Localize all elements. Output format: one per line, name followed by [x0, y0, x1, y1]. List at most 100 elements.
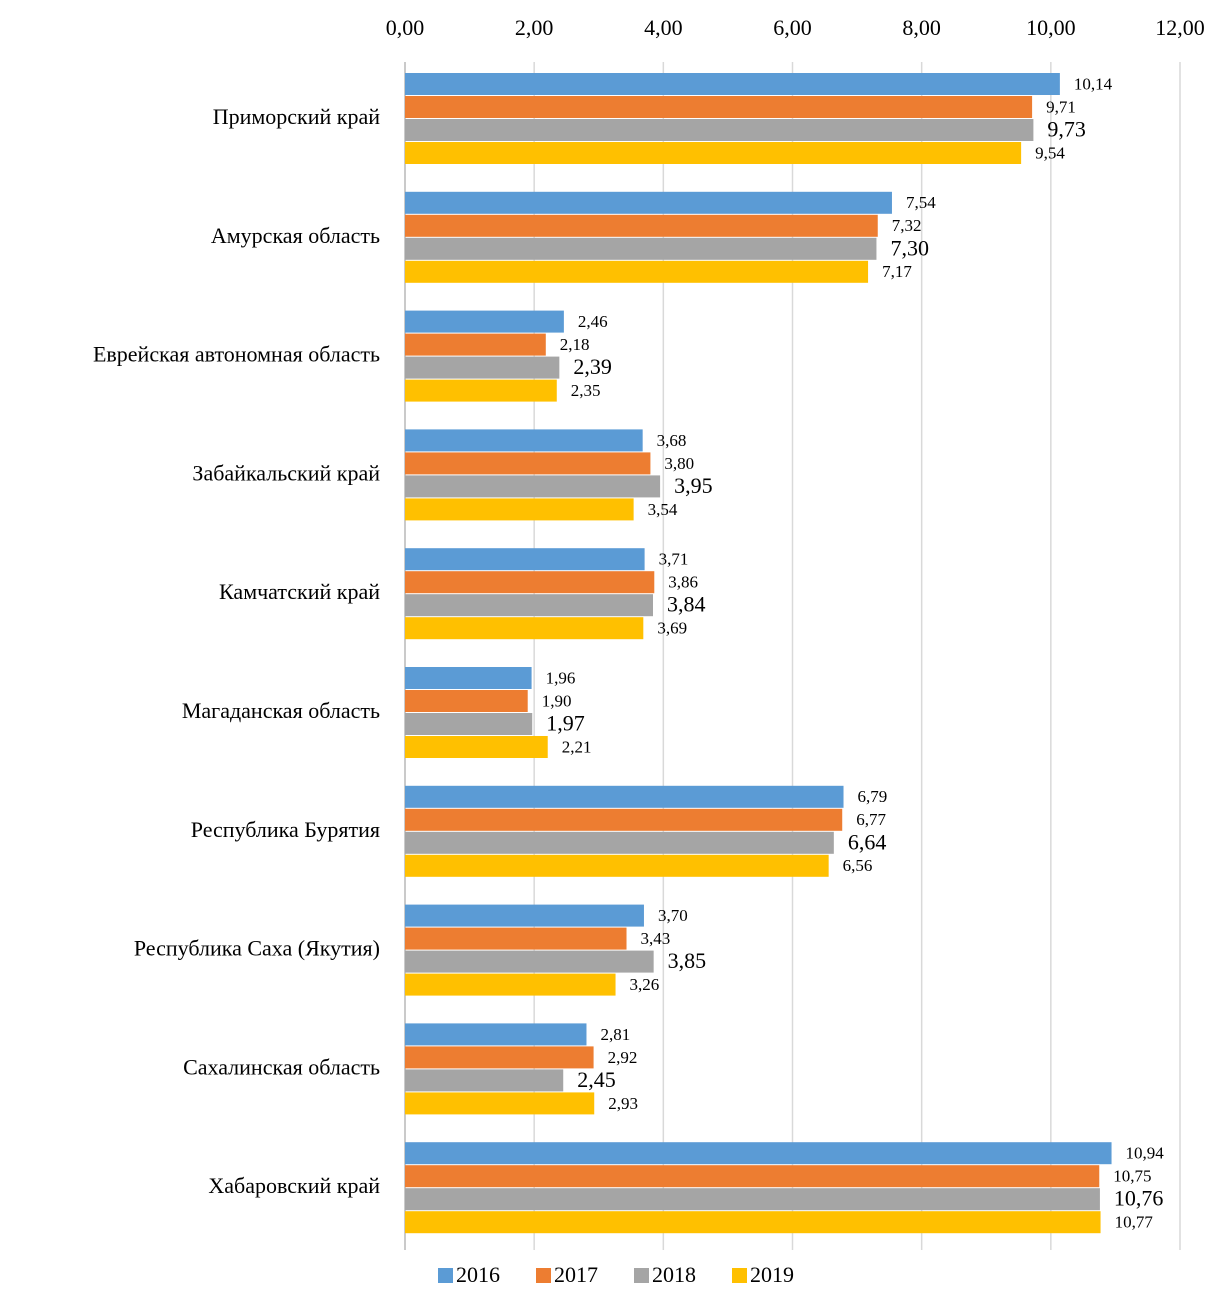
bar [405, 1046, 594, 1069]
value-label: 3,80 [664, 454, 694, 473]
category-label: Камчатский край [219, 579, 380, 604]
value-label: 7,30 [890, 235, 929, 260]
bar [405, 1211, 1101, 1234]
value-label: 10,77 [1115, 1213, 1154, 1232]
value-label: 2,18 [560, 335, 590, 354]
bar [405, 498, 634, 521]
bar [405, 617, 644, 640]
bar [405, 475, 661, 498]
bar [405, 237, 877, 260]
bar [405, 950, 654, 973]
bar [405, 1165, 1100, 1188]
category-label: Республика Саха (Якутия) [134, 936, 380, 961]
legend-swatch [438, 1268, 453, 1283]
category-label: Сахалинская область [183, 1054, 380, 1079]
value-label: 6,79 [858, 787, 888, 806]
value-label: 3,26 [630, 975, 660, 994]
legend-swatch [634, 1268, 649, 1283]
value-label: 10,94 [1126, 1144, 1165, 1163]
value-label: 2,93 [608, 1094, 638, 1113]
x-tick-label: 6,00 [773, 15, 812, 40]
value-label: 2,35 [571, 381, 601, 400]
bar [405, 808, 843, 831]
bar [405, 119, 1034, 141]
bar [405, 1023, 587, 1046]
bar [405, 736, 548, 758]
value-label: 6,56 [843, 856, 873, 875]
bar [405, 548, 645, 571]
bar [405, 260, 869, 283]
bar [405, 1142, 1112, 1165]
value-label: 7,17 [882, 262, 912, 281]
value-label: 6,77 [856, 810, 886, 829]
bar [405, 379, 557, 402]
value-label: 3,95 [674, 473, 713, 498]
bar [405, 1069, 564, 1092]
bar [405, 310, 564, 333]
value-label: 2,92 [608, 1048, 638, 1067]
value-label: 3,71 [659, 550, 689, 569]
bar [405, 713, 533, 735]
bar [405, 571, 655, 594]
category-label: Республика Бурятия [191, 817, 380, 842]
bar [405, 333, 546, 356]
value-label: 2,81 [600, 1025, 630, 1044]
value-label: 10,75 [1113, 1167, 1151, 1186]
legend-swatch [536, 1268, 551, 1283]
value-label: 2,39 [573, 354, 612, 379]
bar [405, 429, 643, 452]
value-label: 6,64 [848, 829, 887, 854]
value-label: 1,96 [546, 668, 576, 687]
bar [405, 356, 560, 379]
legend-label: 2016 [456, 1262, 500, 1287]
value-label: 3,54 [648, 500, 678, 519]
legend-label: 2019 [750, 1262, 794, 1287]
bar [405, 214, 878, 237]
category-label: Приморский край [213, 104, 381, 129]
category-label: Хабаровский край [208, 1173, 380, 1198]
value-label: 10,76 [1114, 1186, 1164, 1211]
value-label: 3,86 [668, 573, 698, 592]
value-label: 7,32 [892, 216, 922, 235]
value-label: 2,21 [562, 737, 592, 756]
bar [405, 973, 616, 996]
value-label: 2,46 [578, 312, 608, 331]
x-tick-label: 0,00 [386, 15, 425, 40]
value-label: 1,97 [546, 711, 585, 736]
category-label: Амурская область [211, 223, 380, 248]
value-label: 1,90 [542, 691, 572, 710]
x-tick-label: 2,00 [515, 15, 554, 40]
bar [405, 667, 532, 689]
value-label: 3,85 [668, 948, 707, 973]
x-tick-label: 12,00 [1155, 15, 1205, 40]
category-label: Магаданская область [182, 698, 380, 723]
bar [405, 927, 627, 950]
bar [405, 191, 892, 214]
category-label: Еврейская автономная область [93, 342, 380, 367]
value-label: 3,43 [641, 929, 671, 948]
bar [405, 831, 834, 854]
legend-swatch [732, 1268, 747, 1283]
x-tick-label: 10,00 [1026, 15, 1076, 40]
bar [405, 904, 644, 927]
bar [405, 1188, 1100, 1211]
legend-label: 2018 [652, 1262, 696, 1287]
value-label: 10,14 [1074, 74, 1113, 93]
bar [405, 785, 844, 808]
category-label: Забайкальский край [192, 460, 380, 485]
value-label: 3,68 [657, 431, 687, 450]
bar [405, 690, 528, 712]
bar [405, 594, 653, 617]
bar [405, 142, 1022, 164]
bar [405, 96, 1033, 118]
value-label: 7,54 [906, 193, 936, 212]
bar [405, 854, 829, 877]
legend-label: 2017 [554, 1262, 598, 1287]
value-label: 3,69 [657, 619, 687, 638]
x-tick-label: 8,00 [902, 15, 941, 40]
value-label: 3,70 [658, 906, 688, 925]
value-label: 9,71 [1046, 97, 1076, 116]
value-label: 9,73 [1047, 117, 1086, 142]
value-label: 3,84 [667, 592, 706, 617]
